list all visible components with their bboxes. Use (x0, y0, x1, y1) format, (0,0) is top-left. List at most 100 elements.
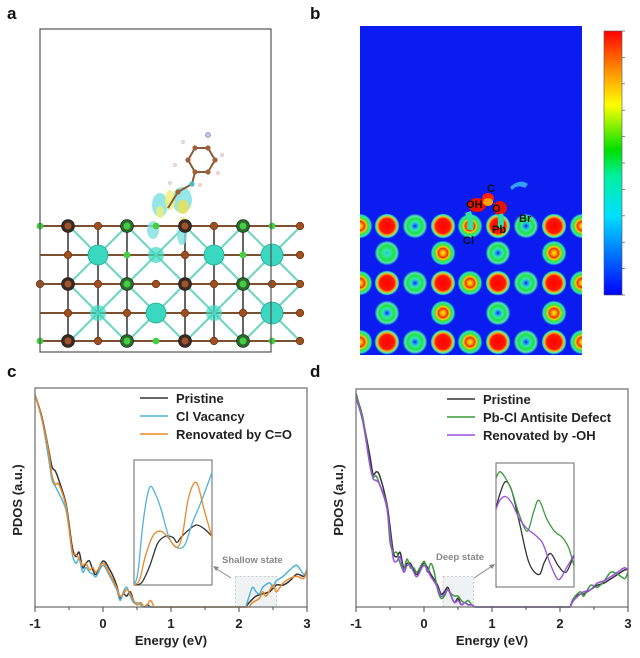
x-axis-label-c: Energy (eV) (135, 633, 207, 648)
cation-atom (203, 244, 225, 266)
chloride-atom (123, 251, 131, 259)
chloride-atom (152, 337, 160, 345)
series-line-renovated-by-oh (355, 397, 629, 608)
elf-atom-red (541, 270, 567, 296)
charge-density-cloud (147, 187, 192, 245)
atom-label-c: C (487, 183, 495, 195)
elf-atom-red (430, 213, 456, 239)
halide-atom (122, 308, 132, 318)
carbon-atom (205, 169, 211, 175)
halide-atom (209, 221, 219, 231)
panel-letter-d: d (310, 362, 321, 381)
adsorbed-molecule (167, 132, 224, 209)
pdos-lines-c (34, 394, 308, 608)
cation-atom (260, 301, 284, 325)
hydrogen-atom (220, 153, 224, 157)
cation-atom-small (206, 305, 222, 321)
inset-line-renovated-by-oh (495, 495, 575, 581)
lead-core (239, 280, 247, 288)
x-axis-d: -1 0 1 2 3 (350, 607, 632, 631)
carbon-atom (185, 157, 191, 163)
elf-atom-red (374, 213, 400, 239)
halide-atom (180, 250, 190, 260)
elf-map-background (360, 26, 582, 355)
elf-atom-ring (360, 329, 373, 355)
x-tick-label: 1 (167, 616, 174, 631)
carbon-atom (192, 169, 198, 175)
atom-label-group: C OH O Br Pb Cl (463, 183, 532, 247)
inset-line-renovated-by-c-o (133, 481, 213, 586)
elf-atom-green (513, 329, 539, 355)
unit-cell-border (39, 28, 272, 353)
arrow-head-d (489, 564, 495, 569)
elf-atom-red (485, 329, 511, 355)
halide-atom (295, 250, 305, 260)
inset-line-cl-vacancy (133, 472, 213, 586)
halide-atom (93, 279, 103, 289)
structure-panel (35, 28, 305, 353)
elf-atom-ring (569, 270, 582, 296)
elf-atom-green (402, 270, 428, 296)
legend-label-renovated-co: Renovated by C=O (176, 427, 292, 442)
elf-atom-red (541, 213, 567, 239)
elf-map-panel: C OH O Br Pb Cl (360, 26, 625, 355)
lead-core (64, 222, 72, 230)
hydrogen-atom (168, 181, 172, 185)
series-line-pristine (355, 393, 629, 608)
hydrogen-atom (216, 171, 220, 175)
elf-atom-green (513, 213, 539, 239)
halide-atom (93, 221, 103, 231)
halide-atom (151, 279, 161, 289)
elf-atom-ring (569, 213, 582, 239)
atom-layer (35, 219, 305, 348)
inset-line-pristine (495, 480, 575, 576)
density-lobe (156, 206, 164, 218)
halide-atom (238, 308, 248, 318)
annotation-arrow-c (214, 567, 232, 579)
x-tick-label: -1 (350, 616, 362, 631)
carbon-atom (192, 145, 198, 151)
chloride-atom (268, 222, 276, 230)
series-line-renovated-by-c-o (34, 394, 308, 608)
elf-atom-red (541, 329, 567, 355)
elf-atom-red (374, 270, 400, 296)
elf-atom-green2 (374, 240, 400, 266)
elf-atom-ring (360, 213, 373, 239)
hydrogen-atom (173, 163, 177, 167)
elf-atom-red (374, 329, 400, 355)
legend-d: Pristine Pb-Cl Antisite Defect Renovated… (447, 392, 612, 443)
inset-line-pristine (133, 524, 213, 586)
pdos-chart-d: -1 0 1 2 3 Pristine Pb-Cl Antisite Defect Re… (331, 388, 632, 648)
elf-atom-red (485, 270, 511, 296)
elf-atom-ring (569, 329, 582, 355)
elf-atom-ring (541, 300, 567, 326)
oxygen-atom (189, 181, 195, 187)
bond-network (40, 225, 302, 343)
density-lobe (177, 200, 189, 214)
legend-label-pristine-d: Pristine (483, 392, 531, 407)
atom-label-pb: Pb (492, 224, 506, 236)
carbon-atom (175, 189, 181, 195)
inset-line-pb-cl-antisite-defect (495, 471, 575, 567)
x-tick-label: 2 (556, 616, 563, 631)
lead-core (64, 280, 72, 288)
halide-atom (295, 279, 305, 289)
lead-core (123, 280, 131, 288)
x-tick-label: 1 (488, 616, 495, 631)
y-axis-label-c: PDOS (a.u.) (10, 464, 25, 536)
elf-atom-green (485, 300, 511, 326)
elf-atom-ring (430, 300, 456, 326)
chloride-atom (152, 222, 160, 230)
elf-atom-red (430, 329, 456, 355)
cation-atom-small (90, 305, 106, 321)
colorbar-ticks (622, 30, 625, 296)
atom-label-o: O (492, 203, 501, 215)
chloride-atom (239, 251, 247, 259)
elf-atom-ring (430, 240, 456, 266)
carbon-atom (212, 157, 218, 163)
atom-label-oh: OH (466, 199, 483, 211)
pdos-lines-d (355, 393, 629, 608)
halide-atom (295, 336, 305, 346)
series-line-pb-cl-antisite-defect (355, 395, 629, 608)
inset-d (495, 462, 575, 588)
